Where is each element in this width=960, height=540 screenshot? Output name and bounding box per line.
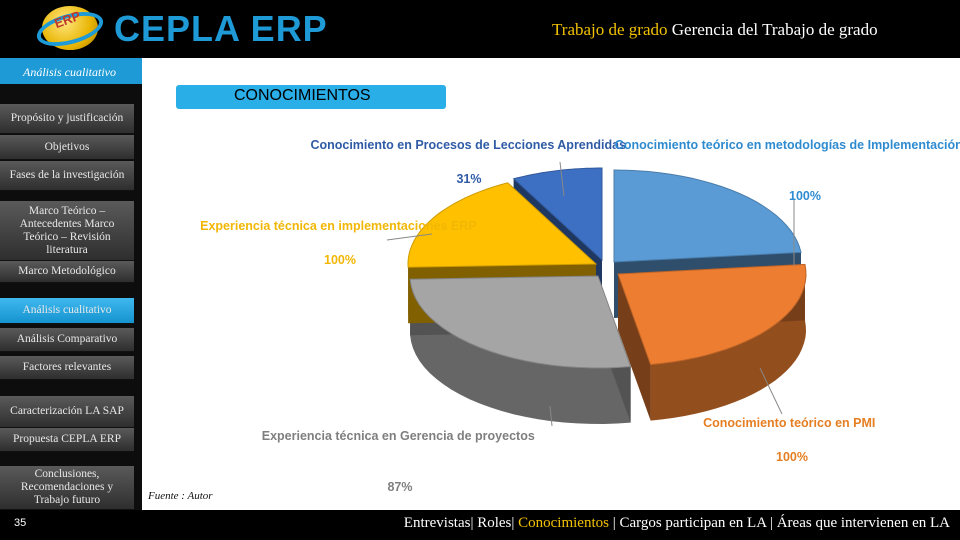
header-title: Trabajo de grado Gerencia del Trabajo de… [552,20,878,40]
pie-slice-side [650,264,806,421]
pie-slice [617,263,807,366]
sidebar-item-objetivos[interactable]: Objetivos [0,135,134,160]
section-title: CONOCIMIENTOS [176,85,446,109]
footer-nav-current[interactable]: Conocimientos [518,515,609,531]
sidebar-item-conclusiones[interactable]: Conclusiones, Recomendaciones y Trabajo … [0,466,134,510]
footer-nav-after[interactable]: | Cargos participan en LA | Áreas que in… [612,515,950,531]
slice-label-lecciones: Conocimiento en Procesos de Lecciones Ap… [310,138,629,186]
sidebar-item-factores[interactable]: Factores relevantes [0,356,134,380]
sidebar-item-analisis-cualitativo[interactable]: Análisis cualitativo [0,298,134,324]
header-title-highlight: Trabajo de grado [552,20,668,39]
footer-nav-before[interactable]: Entrevistas| Roles| [403,515,515,531]
slice-label-implementaciones: Experiencia técnica en implementaciones … [200,219,480,267]
leader-line [386,233,433,241]
footer-nav: Entrevistas| Roles| Conocimientos | Carg… [404,515,950,532]
leader-line [759,367,783,415]
sidebar-item-marco-teorico[interactable]: Marco Teórico – Antecedentes Marco Teóri… [0,201,134,261]
main-content: CONOCIMIENTOS Conocimiento en Procesos d… [142,58,960,510]
pie-slice-side [410,279,631,424]
sidebar: Análisis cualitativo Propósito y justifi… [0,58,142,510]
sidebar-item-caracterizacion[interactable]: Caracterización LA SAP [0,396,134,428]
slice-label-metodologias: Conocimiento teórico en metodologías de … [615,138,960,203]
slice-label-gerencia: Experiencia técnica en Gerencia de proye… [262,429,539,494]
page-number: 35 [14,517,27,529]
pie-slice [407,182,598,268]
pie-slice [409,275,632,369]
source-note: Fuente : Autor [148,490,213,502]
pie-slice [512,167,603,262]
header: ERP CEPLA ERP Trabajo de grado Gerencia … [0,0,960,58]
sidebar-item-propuesta[interactable]: Propuesta CEPLA ERP [0,428,134,452]
footer: 35 Entrevistas| Roles| Conocimientos | C… [0,510,960,540]
pie-slice [613,169,802,263]
sidebar-item-proposito[interactable]: Propósito y justificación [0,104,134,134]
logo-icon [42,6,98,50]
leader-line [549,405,553,427]
pie-chart: Conocimiento en Procesos de Lecciones Ap… [200,138,960,494]
sidebar-item-analisis-comparativo[interactable]: Análisis Comparativo [0,328,134,352]
pie-slice-wall [618,274,651,421]
sidebar-active-section[interactable]: Análisis cualitativo [0,58,142,84]
slice-label-pmi: Conocimiento teórico en PMI 100% [703,416,879,464]
header-title-rest: Gerencia del Trabajo de grado [671,20,878,39]
sidebar-item-fases[interactable]: Fases de la investigación [0,161,134,191]
sidebar-item-marco-metodologico[interactable]: Marco Metodológico [0,261,134,283]
leader-line [559,161,565,197]
brand-title: CEPLA ERP [114,8,328,49]
